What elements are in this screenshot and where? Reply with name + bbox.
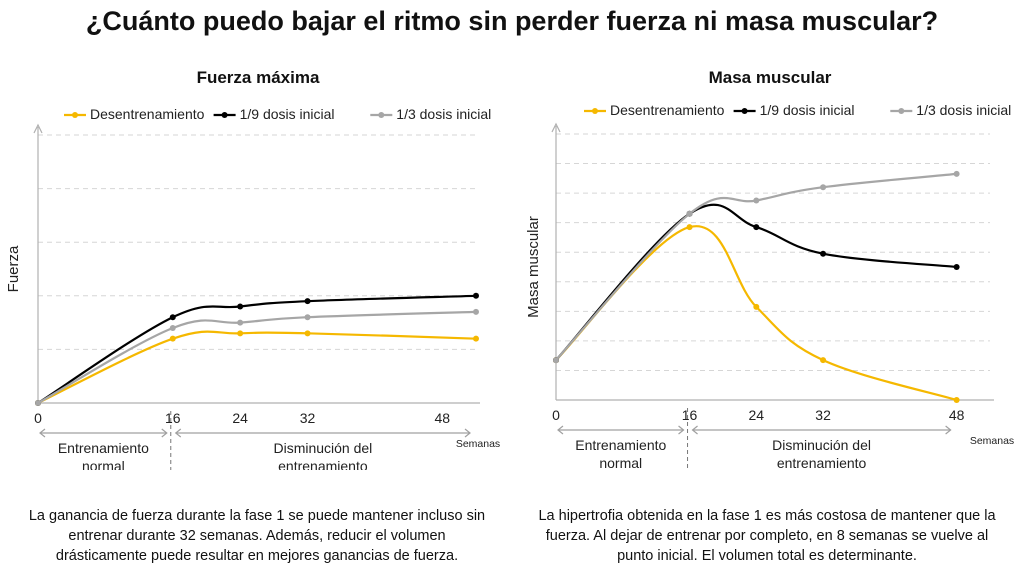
data-point [169, 314, 176, 321]
x-tick-label: 24 [749, 407, 765, 423]
x-tick-label: 32 [300, 410, 316, 426]
legend-label: Desentrenamiento [90, 106, 205, 122]
y-axis-arrow [33, 123, 43, 134]
series-line [555, 172, 957, 361]
phase-label: Disminución del entrenamiento [772, 437, 871, 470]
phase-bracket-arrow [464, 428, 471, 438]
data-point [820, 250, 827, 257]
caption-fuerza: La ganancia de fuerza durante la fase 1 … [28, 508, 486, 564]
data-point [237, 303, 244, 310]
x-tick-label: 0 [34, 410, 42, 426]
legend-marker [592, 108, 598, 114]
page-title: ¿Cuánto puedo bajar el ritmo sin perder … [85, 6, 939, 36]
phase-bracket-arrow [39, 428, 46, 438]
data-point [953, 264, 960, 270]
x-tick-label: 16 [165, 410, 181, 426]
data-point [304, 298, 311, 305]
y-axis-label: Fuerza [8, 245, 22, 292]
series-line [37, 310, 477, 404]
data-point [304, 314, 311, 321]
chart-fuerza-maxima: Fuerza 0 16 24 32 48 Semanas Entrenamiento norma… [8, 106, 500, 470]
series-line [37, 330, 477, 404]
x-tick-label: 48 [949, 407, 965, 423]
data-point [953, 397, 960, 403]
x-tick-label: 24 [232, 410, 248, 426]
chart-panel-masa: Masa muscular Masa muscular 0 16 24 32 48 Sema… [520, 60, 1020, 470]
x-tick-label: 32 [815, 407, 831, 423]
data-point [953, 170, 960, 177]
data-point [553, 357, 559, 364]
legend-label: 1/3 dosis inicial [396, 106, 491, 122]
legend-marker [378, 112, 385, 118]
legend-marker [221, 112, 228, 118]
x-axis-label: Semanas [970, 435, 1014, 447]
legend-marker [72, 112, 78, 118]
y-axis-arrow [551, 122, 561, 133]
legend-marker [898, 108, 905, 114]
data-point [473, 292, 479, 299]
y-axis-label: Masa muscular [525, 216, 542, 318]
data-point [35, 400, 41, 406]
phase-bracket-arrow [678, 425, 685, 435]
data-point [169, 335, 176, 342]
phase-bracket-arrow [557, 425, 564, 435]
data-point [753, 303, 760, 310]
phase-label: Entrenamiento normal [58, 440, 149, 470]
legend-label: 1/9 dosis inicial [760, 102, 855, 118]
phase-label: Disminución del entrenamiento [273, 440, 372, 470]
phase-bracket-arrow [945, 425, 952, 435]
data-point [753, 224, 760, 231]
legend-label: 1/9 dosis inicial [240, 106, 335, 122]
data-point [753, 197, 760, 204]
chart-panel-fuerza: Fuerza máxima Fuerza 0 16 24 32 48 Semanas Entr… [8, 60, 508, 470]
chart-title: Fuerza máxima [196, 68, 320, 87]
x-tick-label: 0 [552, 407, 560, 423]
legend-label: Desentrenamiento [610, 102, 725, 118]
legend-label: 1/3 dosis inicial [916, 102, 1011, 118]
chart-title: Masa muscular [708, 68, 832, 87]
data-point [820, 357, 827, 364]
phase-bracket-arrow [174, 428, 182, 438]
data-point [304, 330, 311, 337]
data-point [169, 324, 176, 331]
x-tick-label: 48 [435, 410, 451, 426]
phase-bracket-arrow [161, 428, 168, 438]
data-point [237, 330, 244, 337]
x-tick-label: 16 [682, 407, 698, 423]
data-point [473, 308, 479, 315]
chart-masa-muscular: Masa muscular 0 16 24 32 48 Semanas Entrenamien… [525, 102, 1014, 470]
data-point [686, 210, 693, 217]
data-point [686, 224, 693, 231]
legend-marker [741, 108, 748, 114]
data-point [820, 184, 827, 191]
data-point [237, 319, 244, 326]
series-line [555, 203, 957, 361]
caption-masa: La hipertrofia obtenida en la fase 1 es … [538, 508, 996, 564]
phase-label: Entrenamiento normal [575, 437, 666, 470]
phase-bracket-arrow [691, 425, 698, 435]
x-axis-label: Semanas [456, 438, 500, 450]
data-point [473, 335, 479, 342]
